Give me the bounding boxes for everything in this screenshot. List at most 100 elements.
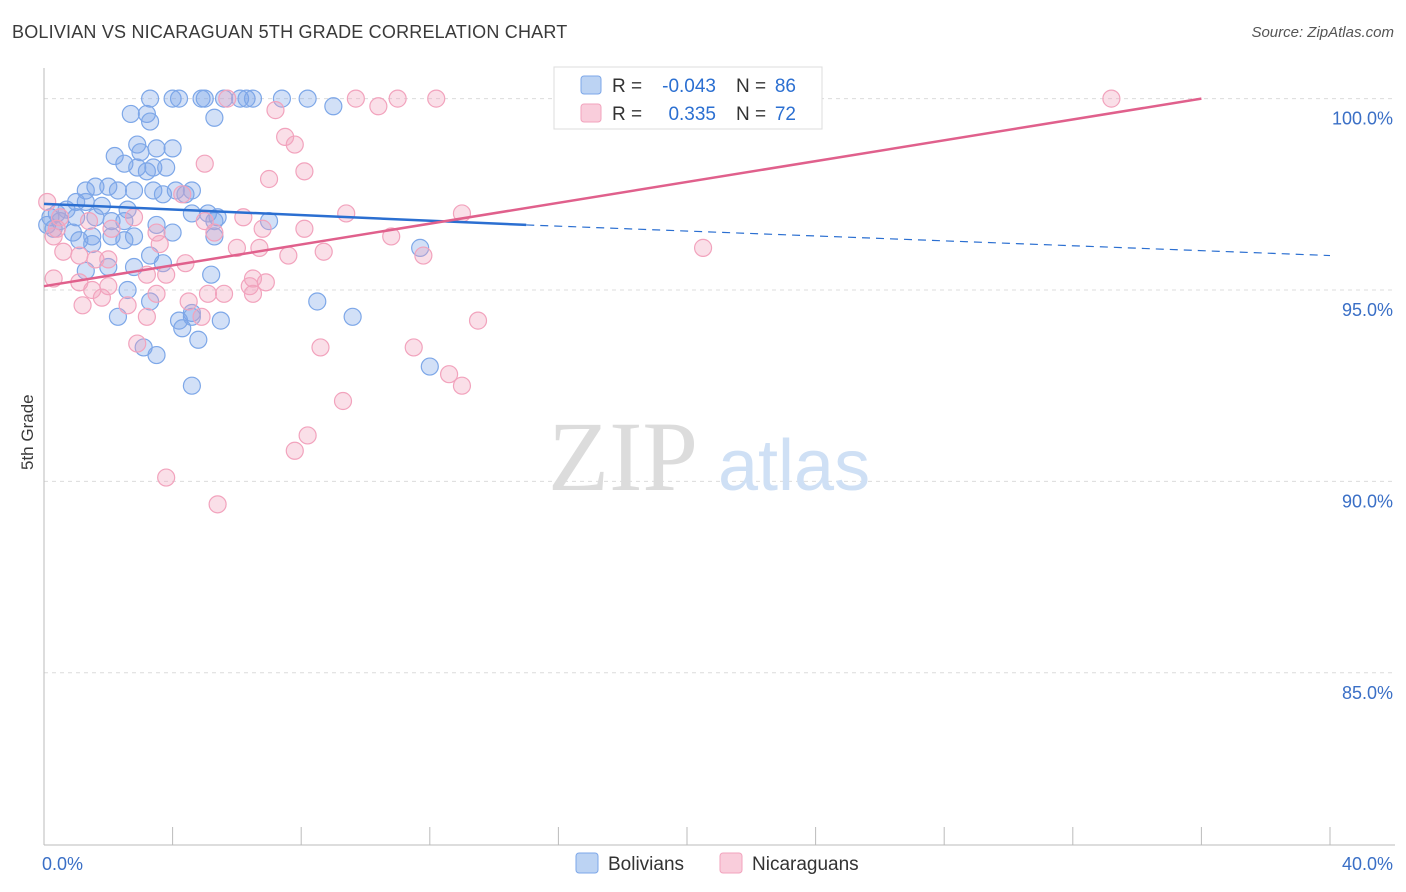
- x-tick-min: 0.0%: [42, 854, 83, 874]
- y-tick-labels: 100.0% 95.0% 90.0% 85.0%: [1332, 109, 1393, 703]
- nicaraguans-point-30: [314, 242, 333, 261]
- bottom-legend: Bolivians Nicaraguans: [575, 852, 859, 875]
- nicaraguans-point-24: [205, 223, 224, 242]
- nicaraguans-r-label: R =: [612, 104, 642, 125]
- nicaraguans-point-45: [147, 284, 166, 303]
- x-tick-max: 40.0%: [1342, 854, 1393, 874]
- nicaraguans-point-64: [333, 391, 353, 411]
- bolivians-point-9: [272, 89, 292, 108]
- nicaraguans-point-14: [337, 204, 356, 223]
- nicaraguans-point-35: [70, 246, 89, 265]
- nicaraguans-point-34: [54, 242, 73, 261]
- axes: [43, 68, 1395, 846]
- bolivians-point-13: [140, 112, 160, 131]
- bolivians-point-48: [147, 215, 166, 235]
- stats-legend: R = -0.043 N = 86 R = 0.335 N = 72: [553, 66, 823, 130]
- nicaraguans-point-55: [157, 265, 176, 284]
- nicaraguans-point-19: [38, 192, 57, 212]
- nicaraguans-n-value: 72: [775, 104, 796, 125]
- legend-bolivians-swatch: [575, 852, 599, 874]
- y-tick-label-3: 85.0%: [1342, 683, 1393, 703]
- nicaraguans-point-8: [276, 127, 295, 146]
- nicaraguans-points: [38, 89, 1121, 514]
- y-tick-label-2: 90.0%: [1342, 491, 1393, 511]
- nicaraguans-point-9: [285, 135, 304, 154]
- bolivians-point-8: [243, 89, 263, 108]
- bolivians-point-10: [298, 89, 317, 108]
- nicaraguans-point-53: [256, 273, 275, 292]
- bolivians-point-4: [195, 89, 214, 108]
- nicaraguans-point-54: [240, 277, 259, 296]
- nicaraguans-point-22: [102, 219, 121, 238]
- bolivians-point-15: [324, 97, 343, 116]
- nicaraguans-point-7: [266, 101, 285, 120]
- nicaraguans-point-27: [382, 227, 401, 246]
- bolivians-point-29: [108, 181, 128, 200]
- legend-bolivians-label: Bolivians: [608, 854, 684, 875]
- bolivians-point-59: [124, 227, 144, 246]
- bolivians-point-76: [343, 307, 362, 326]
- bolivians-point-28: [99, 177, 118, 196]
- bolivians-swatch: [580, 75, 602, 95]
- nicaraguans-point-5: [1102, 89, 1121, 108]
- nicaraguans-r-value: 0.335: [668, 104, 716, 125]
- nicaraguans-point-28: [227, 238, 246, 257]
- trend-lines: [43, 97, 1331, 288]
- legend-nicaraguans-label: Nicaraguans: [752, 854, 859, 875]
- nicaraguans-point-62: [439, 365, 459, 384]
- watermark-atlas: atlas: [718, 426, 870, 506]
- bolivians-point-81: [211, 311, 230, 330]
- bolivians-point-80: [182, 307, 201, 326]
- chart-title: BOLIVIAN VS NICARAGUAN 5TH GRADE CORRELA…: [12, 22, 568, 42]
- nicaraguans-point-0: [218, 89, 237, 108]
- nicaraguans-point-32: [279, 246, 298, 265]
- nicaraguans-point-31: [414, 246, 433, 265]
- nicaraguans-point-50: [92, 288, 111, 307]
- nicaraguans-point-70: [79, 212, 99, 231]
- nicaraguans-point-65: [298, 426, 317, 445]
- nicaraguans-point-26: [295, 219, 314, 238]
- nicaraguans-point-71: [150, 234, 169, 254]
- bolivians-point-18: [147, 139, 166, 158]
- bolivians-point-39: [76, 192, 95, 212]
- bolivians-point-86: [182, 376, 201, 395]
- nicaraguans-n-label: N =: [736, 104, 766, 125]
- bolivians-point-63: [83, 234, 102, 254]
- bolivians-point-0: [140, 89, 160, 108]
- bolivians-point-30: [124, 181, 144, 200]
- bolivians-point-46: [102, 212, 121, 231]
- bolivians-r-value: -0.043: [662, 76, 716, 97]
- nicaraguans-point-13: [173, 185, 192, 204]
- nicaraguans-point-66: [285, 441, 304, 460]
- bolivians-point-25: [157, 158, 176, 177]
- bolivians-point-71: [202, 265, 221, 284]
- y-tick-label-1: 95.0%: [1342, 300, 1393, 320]
- bolivians-point-17: [131, 143, 150, 162]
- nicaraguans-point-58: [468, 311, 488, 330]
- nicaraguans-point-37: [99, 250, 118, 269]
- bolivians-point-84: [189, 330, 208, 349]
- nicaraguans-point-12: [295, 162, 314, 181]
- nicaraguans-point-56: [137, 307, 156, 326]
- nicaraguans-point-1: [346, 89, 365, 108]
- bolivians-points: [38, 89, 439, 395]
- bolivians-point-72: [118, 280, 137, 300]
- y-tick-label-0: 100.0%: [1332, 109, 1393, 129]
- bolivians-point-85: [420, 357, 439, 376]
- bolivians-point-19: [163, 139, 182, 158]
- nicaraguans-point-11: [259, 169, 279, 189]
- watermark-zip: ZIP: [548, 401, 698, 512]
- nicaraguans-point-2: [388, 89, 407, 108]
- bolivians-point-31: [144, 181, 163, 200]
- nicaraguans-point-52: [179, 292, 198, 311]
- nicaraguans-point-44: [99, 277, 118, 296]
- nicaraguans-point-21: [44, 227, 63, 246]
- nicaraguans-point-47: [214, 284, 234, 303]
- nicaraguans-point-60: [311, 338, 330, 357]
- nicaraguans-point-67: [157, 468, 176, 487]
- bolivians-point-64: [115, 231, 134, 250]
- bolivians-point-1: [163, 89, 182, 108]
- nicaraguans-trend-line: [43, 97, 1202, 288]
- nicaraguans-point-10: [195, 154, 214, 173]
